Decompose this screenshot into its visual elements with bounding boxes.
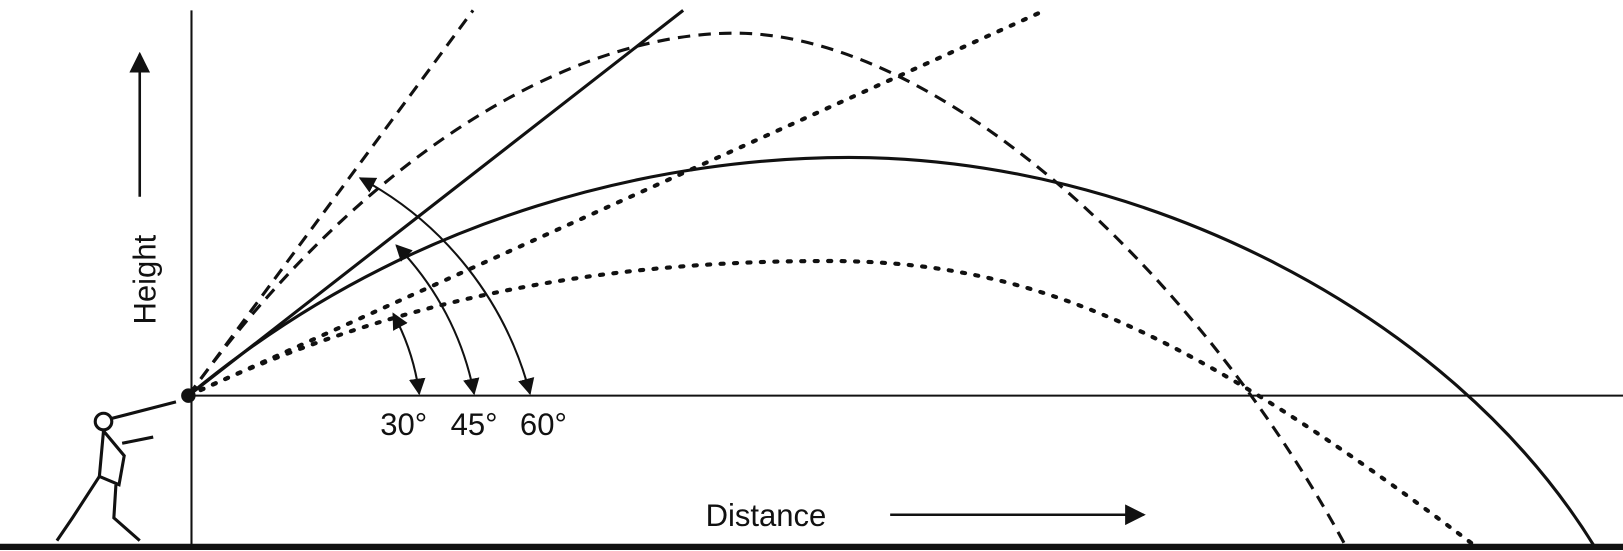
trajectory-45 — [187, 155, 1596, 547]
angle-label: 45° — [451, 407, 498, 442]
distance-label: Distance — [706, 498, 827, 533]
launch-line-30 — [186, 10, 1043, 398]
angle-arc-45 — [395, 244, 480, 396]
angle-arc-60 — [358, 177, 535, 396]
height-label: Height — [127, 234, 162, 324]
launch-line-60 — [187, 9, 475, 397]
angle-arc-30 — [392, 312, 426, 396]
thrower — [55, 400, 177, 542]
angle-label: 60° — [520, 407, 567, 442]
trajectory-30 — [186, 258, 1478, 548]
trajectory-60 — [187, 31, 1347, 547]
angle-label: 30° — [380, 407, 427, 442]
